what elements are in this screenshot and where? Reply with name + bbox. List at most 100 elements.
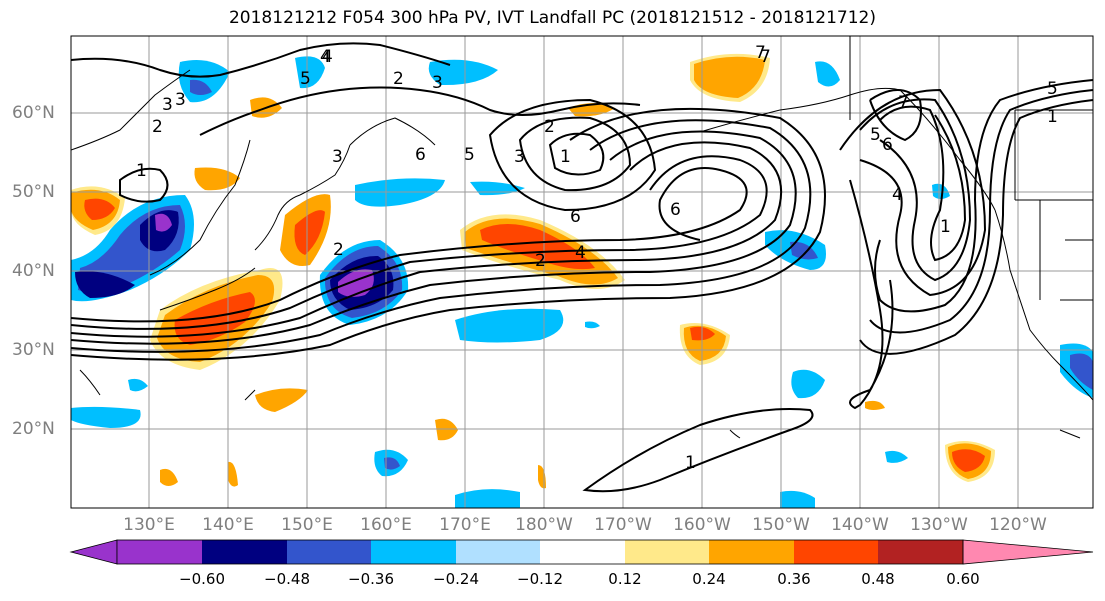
colorbar-extend-high — [962, 539, 1094, 565]
colorbar-extend-low — [69, 539, 118, 565]
negative-anomaly-region — [428, 59, 498, 86]
lat-label: 40°N — [12, 261, 55, 281]
lon-label: 170°W — [594, 515, 652, 535]
negative-anomaly-region — [71, 406, 141, 428]
colorbar — [69, 539, 1094, 565]
contour-label: 2 — [393, 69, 404, 89]
negative-anomaly-region — [455, 308, 564, 343]
graticule — [71, 36, 1093, 508]
contour-label: 3 — [514, 147, 525, 167]
positive-anomaly-region — [952, 449, 985, 472]
lon-label: 160°E — [360, 515, 412, 535]
lon-label: 180°W — [515, 515, 573, 535]
positive-anomaly-region — [694, 56, 765, 98]
negative-anomaly-region — [1070, 353, 1093, 390]
coastlines — [71, 36, 1093, 439]
negative-anomaly-region — [384, 457, 400, 470]
negative-anomaly-region — [790, 241, 818, 260]
contour-label: 6 — [882, 135, 893, 155]
contour-label: 1 — [685, 453, 696, 473]
contour-label: 4 — [575, 243, 586, 263]
negative-anomaly-region — [155, 213, 172, 232]
colorbar-frame — [116, 539, 964, 565]
contour-label: 6 — [415, 145, 426, 165]
negative-anomaly-region — [780, 490, 815, 508]
contour-label: 7 — [755, 43, 766, 63]
contour-label: 4 — [322, 47, 333, 67]
colorbar-tick-label: −0.36 — [348, 570, 394, 588]
contour-label: 1 — [560, 147, 571, 167]
colorbar-segment — [202, 540, 287, 564]
contour-label: 2 — [544, 117, 555, 137]
colorbar-segment — [625, 540, 709, 564]
colorbar-segment — [456, 540, 540, 564]
lon-label: 130°E — [123, 515, 175, 535]
pv-contours — [71, 42, 1093, 493]
colorbar-tick-label: −0.48 — [264, 570, 310, 588]
colorbar-segment — [287, 540, 371, 564]
colorbar-tick-label: 0.36 — [777, 570, 811, 588]
contour-label-layer: 1 2 3 4 5 6 7 1 2 3 2 3 6 5 4 3 2 1 6 4 … — [136, 43, 1058, 473]
negative-anomaly-region — [815, 61, 840, 87]
colorbar-tick-label: 0.48 — [861, 570, 895, 588]
negative-anomaly-region — [585, 321, 600, 329]
lat-label: 50°N — [12, 182, 55, 202]
colorbar-segment — [709, 540, 794, 564]
map-frame — [70, 35, 1094, 509]
colorbar-tick-label: 0.60 — [946, 570, 980, 588]
lon-label: 120°W — [989, 515, 1047, 535]
lat-label: 60°N — [12, 103, 55, 123]
positive-anomaly-region — [294, 210, 325, 255]
colorbar-tick-label: 0.24 — [692, 570, 726, 588]
positive-anomaly-region — [174, 292, 255, 345]
contour-label: 2 — [535, 251, 546, 271]
negative-anomaly-region — [75, 271, 135, 298]
contour-label: 4 — [320, 47, 331, 67]
colorbar-tick-label: −0.24 — [433, 570, 479, 588]
lon-label: 130°W — [910, 515, 968, 535]
negative-anomaly-region — [791, 369, 825, 399]
contour-label: 5 — [300, 69, 311, 89]
lon-label: 150°E — [281, 515, 333, 535]
contour-label: 7 — [898, 93, 909, 113]
contour-label: 3 — [175, 90, 186, 110]
contour-label: 1 — [1047, 107, 1058, 127]
contour-label: 6 — [670, 200, 681, 220]
lon-label: 140°W — [831, 515, 889, 535]
contour-label: 6 — [570, 207, 581, 227]
negative-anomaly-region — [885, 450, 908, 463]
contour-label: 3 — [332, 147, 343, 167]
lon-label: 140°E — [202, 515, 254, 535]
negative-anomaly-region — [295, 56, 325, 89]
negative-anomaly-region — [455, 489, 520, 508]
contour-label: 3 — [432, 73, 443, 93]
contour-label: 5 — [870, 125, 881, 145]
contour-label: 7 — [760, 47, 771, 67]
contour-label: 4 — [892, 185, 903, 205]
positive-anomaly-region — [435, 418, 458, 441]
lat-label: 20°N — [12, 419, 55, 439]
shaded-anomaly-layer — [71, 53, 1093, 508]
positive-anomaly-region — [194, 167, 240, 191]
positive-anomaly-region — [865, 400, 885, 410]
negative-anomaly-region — [128, 378, 148, 392]
positive-anomaly-region — [84, 198, 115, 220]
contour-label: 5 — [1047, 79, 1058, 99]
positive-anomaly-region — [480, 224, 595, 270]
positive-anomaly-region — [255, 388, 308, 412]
colorbar-tick-label: −0.12 — [517, 570, 563, 588]
colorbar-segment — [371, 540, 456, 564]
lon-label: 170°E — [439, 515, 491, 535]
colorbar-segment — [540, 540, 625, 564]
lat-label: 30°N — [12, 340, 55, 360]
lon-label: 150°W — [752, 515, 810, 535]
negative-anomaly-region — [932, 183, 950, 199]
contour-label: 1 — [940, 217, 951, 237]
negative-anomaly-region — [190, 79, 212, 95]
colorbar-tick-label: 0.12 — [608, 570, 642, 588]
lon-label: 160°W — [673, 515, 731, 535]
contour-label: 1 — [136, 161, 147, 181]
positive-anomaly-region — [228, 461, 238, 487]
contour-label: 5 — [464, 145, 475, 165]
